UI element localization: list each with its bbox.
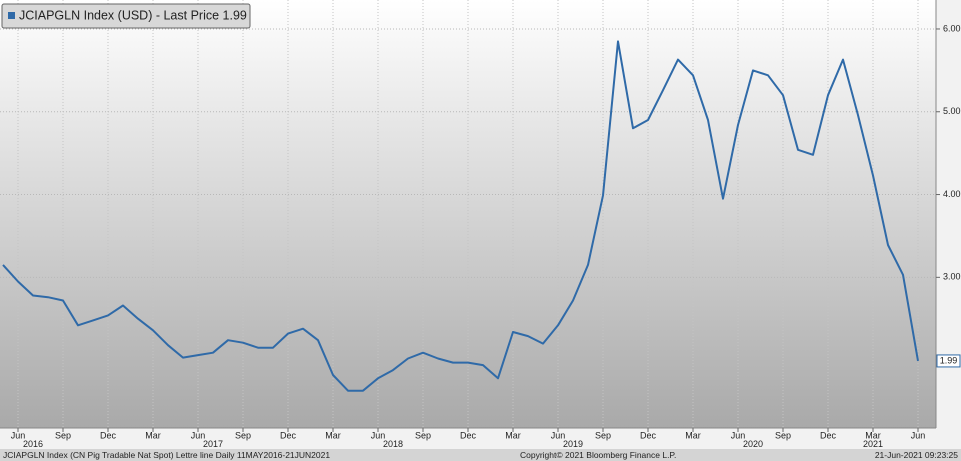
x-tick-label: Dec bbox=[640, 430, 657, 440]
footer-band bbox=[0, 449, 961, 461]
x-tick-label: Mar bbox=[685, 430, 701, 440]
year-label: 2021 bbox=[863, 439, 883, 449]
marks bbox=[2, 40, 919, 392]
x-tick-label: Sep bbox=[55, 430, 71, 440]
right-axis-band bbox=[936, 0, 961, 449]
x-tick-label: Jun bbox=[11, 430, 26, 440]
legend: JCIAPGLN Index (USD) - Last Price 1.99 bbox=[1, 3, 251, 29]
x-tick-label: Jun bbox=[371, 430, 386, 440]
year-label: 2018 bbox=[383, 439, 403, 449]
x-tick-label: Mar bbox=[325, 430, 341, 440]
year-label: 2019 bbox=[563, 439, 583, 449]
x-tick-label: Sep bbox=[235, 430, 251, 440]
x-tick-label: Jun bbox=[551, 430, 566, 440]
y-tick-label: 4.00 bbox=[943, 189, 961, 199]
x-tick-label: Jun bbox=[731, 430, 746, 440]
footer-left: JCIAPGLN Index (CN Pig Tradable Nat Spot… bbox=[3, 450, 330, 460]
axes: 3.00 4.00 5.00 6.00 Jun Sep Dec Mar Jun Sep Dec Mar… bbox=[11, 23, 961, 449]
footer-right: 21-Jun-2021 09:23:25 bbox=[875, 450, 958, 460]
footer-center: Copyright© 2021 Bloomberg Finance L.P. bbox=[520, 450, 676, 460]
year-label: 2016 bbox=[23, 439, 43, 449]
x-tick-label: Mar bbox=[145, 430, 161, 440]
x-tick-label: Sep bbox=[595, 430, 611, 440]
legend-box bbox=[1, 3, 251, 29]
grid bbox=[0, 0, 936, 428]
x-axis-band bbox=[0, 428, 936, 449]
x-tick-label: Jun bbox=[191, 430, 206, 440]
y-tick-label: 6.00 bbox=[943, 23, 961, 33]
y-tick-label: 5.00 bbox=[943, 106, 961, 116]
y-tick-label: 3.00 bbox=[943, 272, 961, 282]
x-tick-label: Dec bbox=[280, 430, 297, 440]
price-line bbox=[2, 40, 919, 392]
legend-label: JCIAPGLN Index (USD) - Last Price 1.99 bbox=[19, 8, 247, 22]
legend-swatch bbox=[8, 12, 15, 19]
x-tick-label: Mar bbox=[505, 430, 521, 440]
x-tick-label: Dec bbox=[100, 430, 117, 440]
plot-area bbox=[0, 0, 936, 428]
x-tick-label: Dec bbox=[460, 430, 477, 440]
year-label: 2020 bbox=[743, 439, 763, 449]
x-tick-label: Mar bbox=[865, 430, 881, 440]
last-price-tag bbox=[936, 354, 961, 368]
x-tick-label: Sep bbox=[775, 430, 791, 440]
year-label: 2017 bbox=[203, 439, 223, 449]
x-tick-label: Jun bbox=[911, 430, 926, 440]
last-price-label: 1.99 bbox=[940, 355, 958, 365]
x-tick-label: Sep bbox=[415, 430, 431, 440]
x-tick-label: Dec bbox=[820, 430, 837, 440]
